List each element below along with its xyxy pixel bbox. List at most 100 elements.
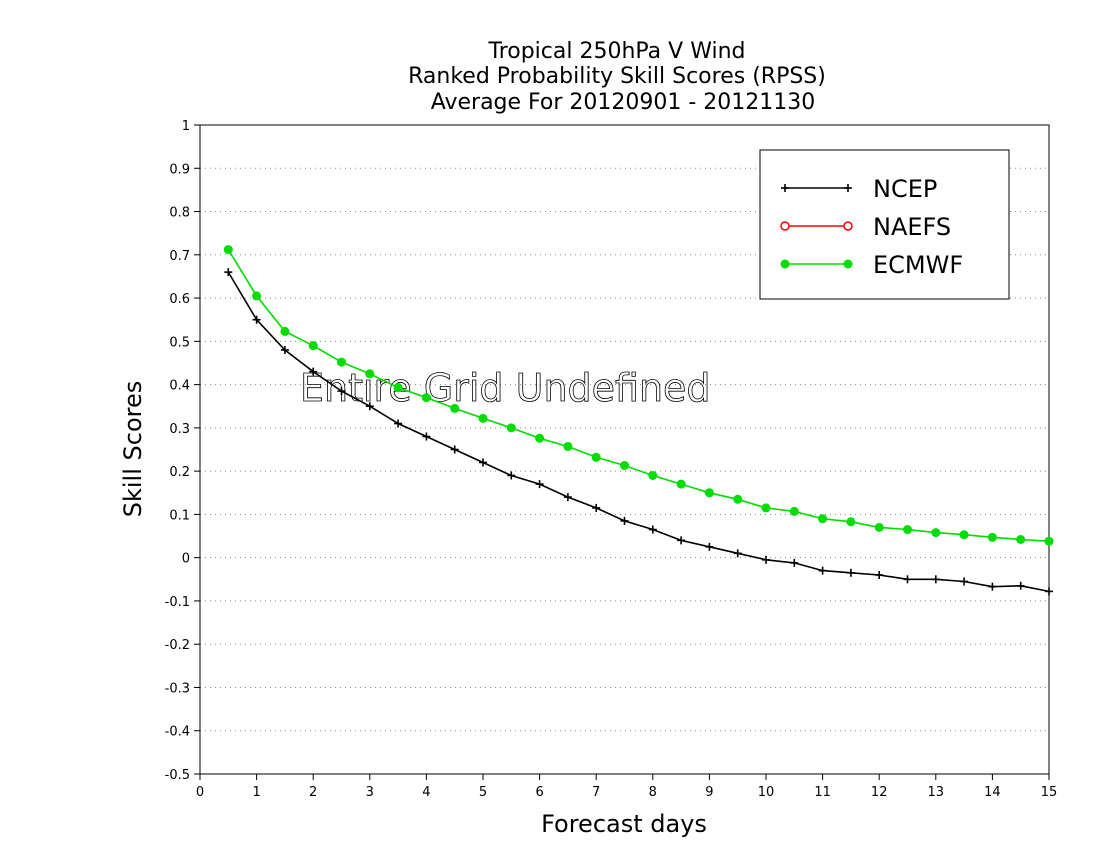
x-tick-label: 5 xyxy=(479,785,487,800)
y-axis: 1 0.9 0.8 0.7 0.6 0.5 0.4 0.3 0.2 0.1 0 -0.1 -0.2 -0.… xyxy=(165,119,200,783)
ncep-point xyxy=(337,387,346,396)
x-tick-label: 15 xyxy=(1041,785,1058,800)
legend-marker-naefs xyxy=(843,221,853,231)
ecmwf-point xyxy=(818,514,828,524)
x-tick-label: 14 xyxy=(984,785,1001,800)
ncep-point xyxy=(563,493,572,502)
ncep-point xyxy=(818,566,827,575)
ncep-point xyxy=(365,402,374,411)
ncep-point xyxy=(479,458,487,467)
ecmwf-point xyxy=(874,522,884,532)
y-tick-label: 0.9 xyxy=(169,162,190,177)
ecmwf-point xyxy=(789,506,799,516)
ecmwf-point xyxy=(252,291,262,301)
chart-title-line-2: Ranked Probability Skill Scores (RPSS) xyxy=(408,64,826,89)
ncep-point xyxy=(705,542,714,551)
ncep-point xyxy=(733,549,742,558)
legend-marker-naefs xyxy=(780,221,790,231)
series-layer xyxy=(223,245,1054,596)
y-tick-label: 0.7 xyxy=(169,249,190,264)
ecmwf-point xyxy=(478,413,488,423)
ncep-point xyxy=(790,558,799,567)
ncep-point xyxy=(875,570,884,579)
ecmwf-point xyxy=(337,357,346,367)
ncep-point xyxy=(931,575,940,584)
x-tick-label: 3 xyxy=(366,785,374,800)
y-tick-label: 0.6 xyxy=(169,292,190,307)
ecmwf-point xyxy=(620,461,629,471)
y-tick-label: -0.3 xyxy=(165,681,190,696)
legend-label-ncep: NCEP xyxy=(873,175,937,203)
legend: NCEP NAEFS ECMWF xyxy=(759,149,1010,300)
x-axis-title: Forecast days xyxy=(541,810,707,838)
x-tick-label: 12 xyxy=(871,785,888,800)
ecmwf-point xyxy=(393,383,403,393)
legend-marker-ncep xyxy=(781,184,789,192)
ncep-point xyxy=(450,445,459,454)
y-axis-title: Skill Scores xyxy=(119,381,147,518)
x-tick-label: 6 xyxy=(535,785,543,800)
legend-box xyxy=(759,149,1010,300)
ecmwf-point xyxy=(308,341,318,351)
ncep-point xyxy=(507,471,516,480)
ncep-point xyxy=(592,503,601,512)
y-tick-label: 0.3 xyxy=(169,422,190,437)
ecmwf-point xyxy=(450,403,460,413)
ecmwf-point xyxy=(1044,536,1054,546)
y-tick-label: 0 xyxy=(182,552,190,567)
y-tick-label: 0.2 xyxy=(169,465,190,480)
y-tick-label: -0.2 xyxy=(165,638,190,653)
y-tick-label: 0.8 xyxy=(169,206,190,221)
y-tick-label: -0.5 xyxy=(165,768,190,783)
ecmwf-point xyxy=(931,528,941,538)
y-tick-label: 0.4 xyxy=(169,379,190,394)
ecmwf-point xyxy=(563,441,573,451)
legend-marker-ecmwf xyxy=(780,259,790,269)
y-tick-label: 0.5 xyxy=(169,335,190,350)
ncep-point xyxy=(535,480,544,489)
ecmwf-point xyxy=(761,503,771,513)
ncep-point xyxy=(648,525,657,534)
legend-marker-ecmwf xyxy=(843,259,853,269)
ecmwf-point xyxy=(223,245,233,255)
ecmwf-point xyxy=(535,433,545,443)
ecmwf-point xyxy=(846,517,856,527)
chart-title-line-3: Average For 20120901 - 20121130 xyxy=(431,90,816,115)
legend-label-naefs: NAEFS xyxy=(873,213,951,241)
ncep-point xyxy=(309,367,318,376)
x-tick-label: 11 xyxy=(814,785,831,800)
x-tick-label: 8 xyxy=(649,785,657,800)
ncep-point xyxy=(422,432,431,441)
ncep-point xyxy=(677,536,686,545)
x-tick-label: 10 xyxy=(758,785,775,800)
x-tick-label: 4 xyxy=(422,785,430,800)
ncep-point xyxy=(252,315,261,324)
ecmwf-point xyxy=(280,326,290,336)
ecmwf-point xyxy=(733,494,743,504)
ecmwf-series-line xyxy=(227,249,1050,542)
ecmwf-point xyxy=(506,423,516,433)
ncep-point xyxy=(394,419,403,428)
ncep-point xyxy=(224,268,233,277)
ncep-point xyxy=(1045,587,1053,596)
y-tick-label: 1 xyxy=(182,119,190,134)
y-tick-label: -0.4 xyxy=(165,725,190,740)
ecmwf-point xyxy=(365,369,375,379)
ncep-point xyxy=(1016,581,1025,590)
ecmwf-point xyxy=(704,488,714,498)
ncep-point xyxy=(280,345,289,354)
ncep-point xyxy=(988,582,997,591)
ecmwf-point xyxy=(987,532,997,542)
ncep-point xyxy=(846,568,855,577)
x-tick-label: 0 xyxy=(196,785,204,800)
ecmwf-point xyxy=(648,470,658,480)
ecmwf-point xyxy=(676,479,686,489)
plot-frame xyxy=(199,124,1050,775)
ecmwf-point xyxy=(1016,534,1026,544)
legend-marker-ncep xyxy=(844,184,852,192)
ecmwf-point xyxy=(903,525,912,535)
x-tick-label: 2 xyxy=(309,785,317,800)
x-tick-label: 13 xyxy=(928,785,945,800)
ecmwf-point xyxy=(591,452,601,462)
